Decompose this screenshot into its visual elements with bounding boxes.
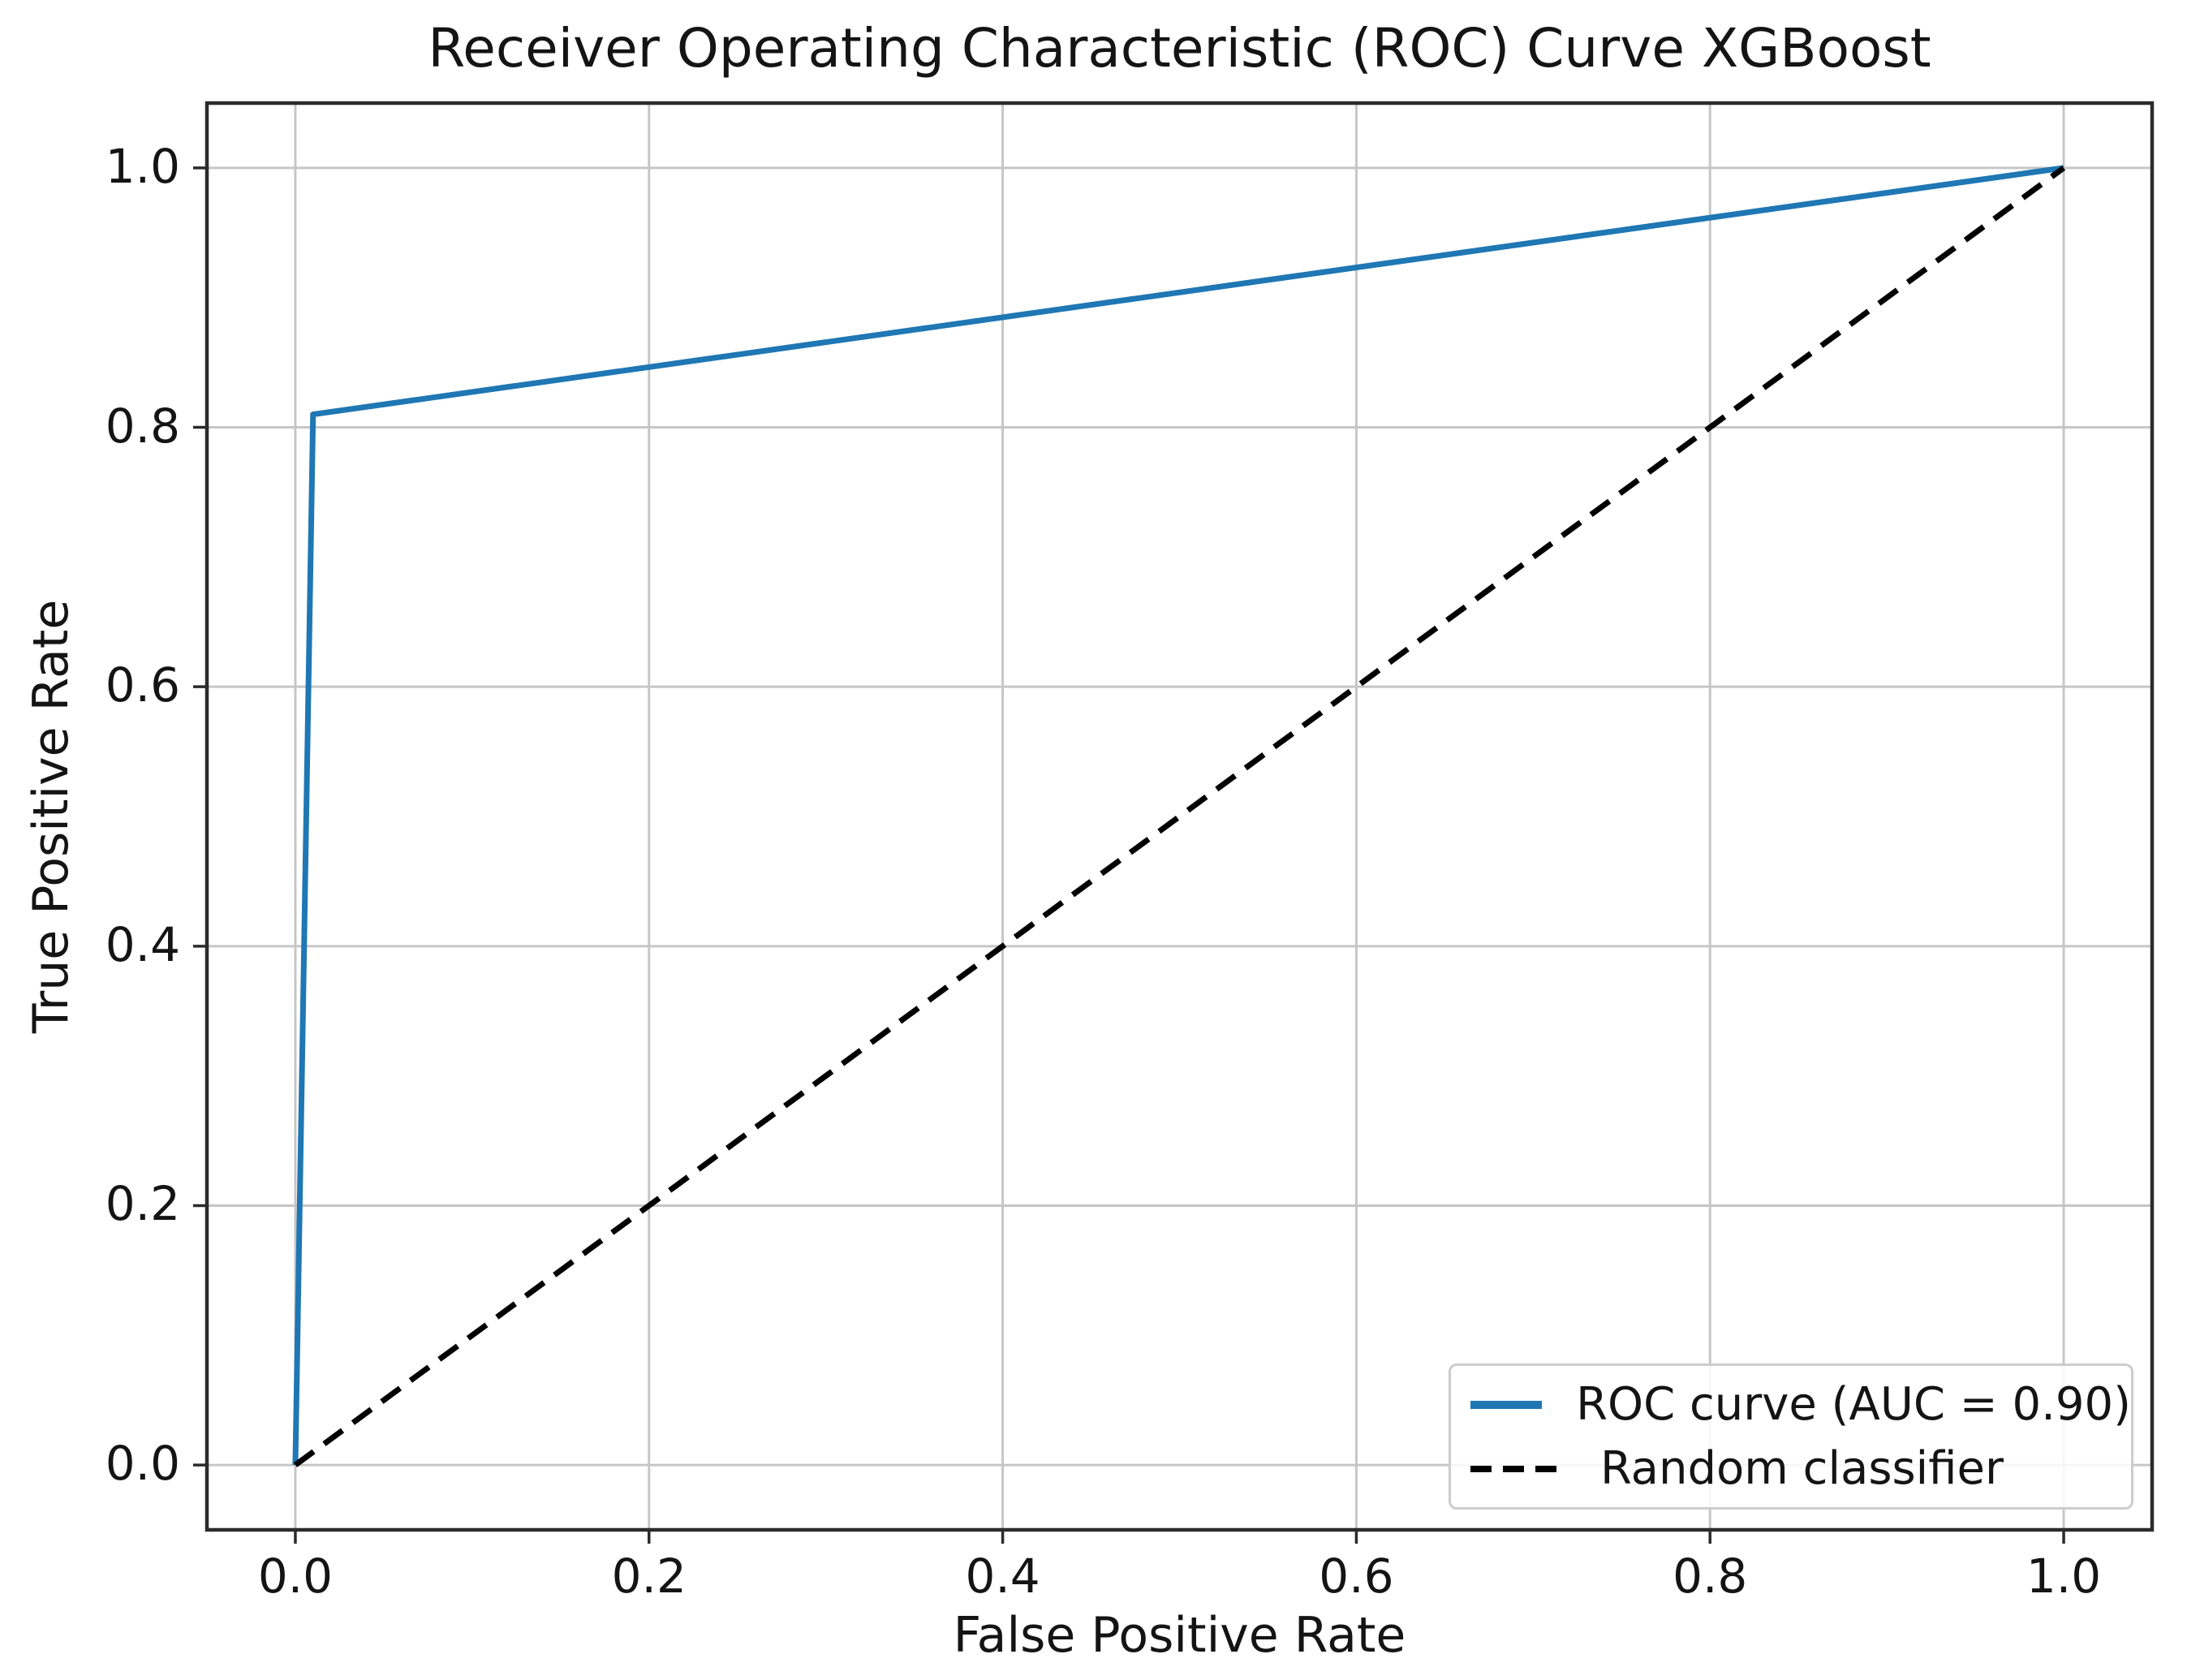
x-tick-label: 0.0 [257,1549,334,1604]
legend: ROC curve (AUC = 0.90) Random classifier [1449,1363,2133,1510]
legend-label-random-classifier: Random classifier [1600,1442,2004,1495]
random-classifier-line [293,166,2066,1467]
x-tick-label: 0.6 [1319,1549,1394,1604]
x-tick-label: 0.8 [1673,1549,1748,1604]
legend-entry-roc-curve: ROC curve (AUC = 0.90) [1469,1378,2131,1431]
random-classifier-line-sample-icon [1470,1465,1565,1472]
y-tick-label: 0.6 [105,657,180,713]
x-tick-label: 0.2 [611,1549,687,1604]
plot-border [204,101,2155,1532]
x-tick-label: 1.0 [2026,1549,2102,1604]
y-tick-label: 0.0 [105,1436,180,1492]
legend-entry-random-classifier: Random classifier [1469,1442,2131,1495]
y-tick-label: 1.0 [105,138,180,194]
y-tick-label: 0.8 [105,398,180,454]
x-tick-label: 0.4 [965,1549,1040,1604]
y-tick-label: 0.2 [105,1176,180,1232]
y-axis-label: True Positive Rate [23,599,80,1034]
chart-title: Receiver Operating Characteristic (ROC) … [428,17,1931,80]
roc-curve-line [292,165,2064,1466]
y-tick-label: 0.4 [105,916,180,972]
legend-label-roc-curve: ROC curve (AUC = 0.90) [1576,1378,2131,1431]
roc-curve-line-sample-icon [1470,1400,1543,1409]
x-axis-label: False Positive Rate [953,1607,1406,1664]
